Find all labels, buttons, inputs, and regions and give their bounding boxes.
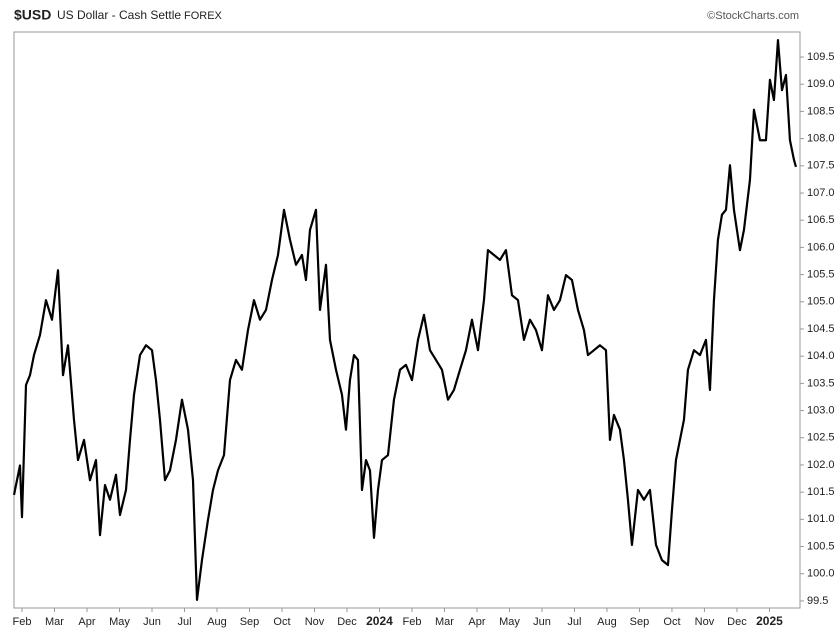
x-tick-label: Sep bbox=[630, 616, 650, 628]
y-tick-label: 108.5 bbox=[807, 105, 835, 117]
x-tick-label: Feb bbox=[13, 616, 32, 628]
x-tick-label: Mar bbox=[45, 616, 64, 628]
y-tick-label: 100.0 bbox=[807, 568, 835, 580]
y-tick-label: 106.0 bbox=[807, 241, 835, 253]
y-tick-label: 100.5 bbox=[807, 540, 835, 552]
x-tick-label: Apr bbox=[468, 616, 485, 628]
x-tick-label: Nov bbox=[305, 616, 325, 628]
x-tick-label: Jun bbox=[533, 616, 551, 628]
chart-title: $USD bbox=[14, 7, 51, 23]
y-tick-label: 104.0 bbox=[807, 350, 835, 362]
y-tick-label: 101.5 bbox=[807, 486, 835, 498]
x-tick-label: Apr bbox=[78, 616, 95, 628]
y-tick-label: 103.0 bbox=[807, 404, 835, 416]
x-tick-label: 2024 bbox=[366, 614, 393, 628]
x-tick-label: Aug bbox=[207, 616, 227, 628]
x-tick-label: 2025 bbox=[756, 614, 783, 628]
x-tick-label: Feb bbox=[402, 616, 421, 628]
y-tick-label: 104.5 bbox=[807, 323, 835, 335]
exchange: FOREX bbox=[184, 10, 223, 22]
y-tick-label: 108.0 bbox=[807, 133, 835, 145]
x-tick-label: Mar bbox=[435, 616, 454, 628]
x-tick-label: Dec bbox=[337, 616, 357, 628]
y-tick-label: 106.5 bbox=[807, 214, 835, 226]
y-tick-label: 107.5 bbox=[807, 160, 835, 172]
x-tick-label: Jul bbox=[177, 616, 191, 628]
x-tick-label: Aug bbox=[597, 616, 617, 628]
x-tick-label: Dec bbox=[727, 616, 747, 628]
y-tick-label: 102.0 bbox=[807, 459, 835, 471]
x-tick-label: Oct bbox=[663, 616, 680, 628]
chart-subtitle: US Dollar - Cash Settle bbox=[57, 8, 181, 22]
y-tick-label: 103.5 bbox=[807, 377, 835, 389]
plot-frame bbox=[13, 31, 801, 609]
y-tick-label: 109.0 bbox=[807, 78, 835, 90]
y-tick-label: 101.0 bbox=[807, 513, 835, 525]
y-tick-label: 102.5 bbox=[807, 432, 835, 444]
price-line bbox=[12, 39, 797, 601]
y-tick-label: 105.5 bbox=[807, 268, 835, 280]
y-tick-label: 107.0 bbox=[807, 187, 835, 199]
x-tick-label: Nov bbox=[695, 616, 715, 628]
y-tick-label: 105.0 bbox=[807, 296, 835, 308]
y-tick-label: 109.5 bbox=[807, 51, 835, 63]
x-tick-label: Oct bbox=[273, 616, 290, 628]
y-tick-label: 99.5 bbox=[807, 595, 828, 607]
source: ©StockCharts.com bbox=[707, 10, 799, 22]
x-tick-label: May bbox=[109, 616, 130, 628]
x-tick-label: May bbox=[499, 616, 520, 628]
x-tick-label: Sep bbox=[240, 616, 260, 628]
x-tick-label: Jul bbox=[567, 616, 581, 628]
x-tick-label: Jun bbox=[143, 616, 161, 628]
